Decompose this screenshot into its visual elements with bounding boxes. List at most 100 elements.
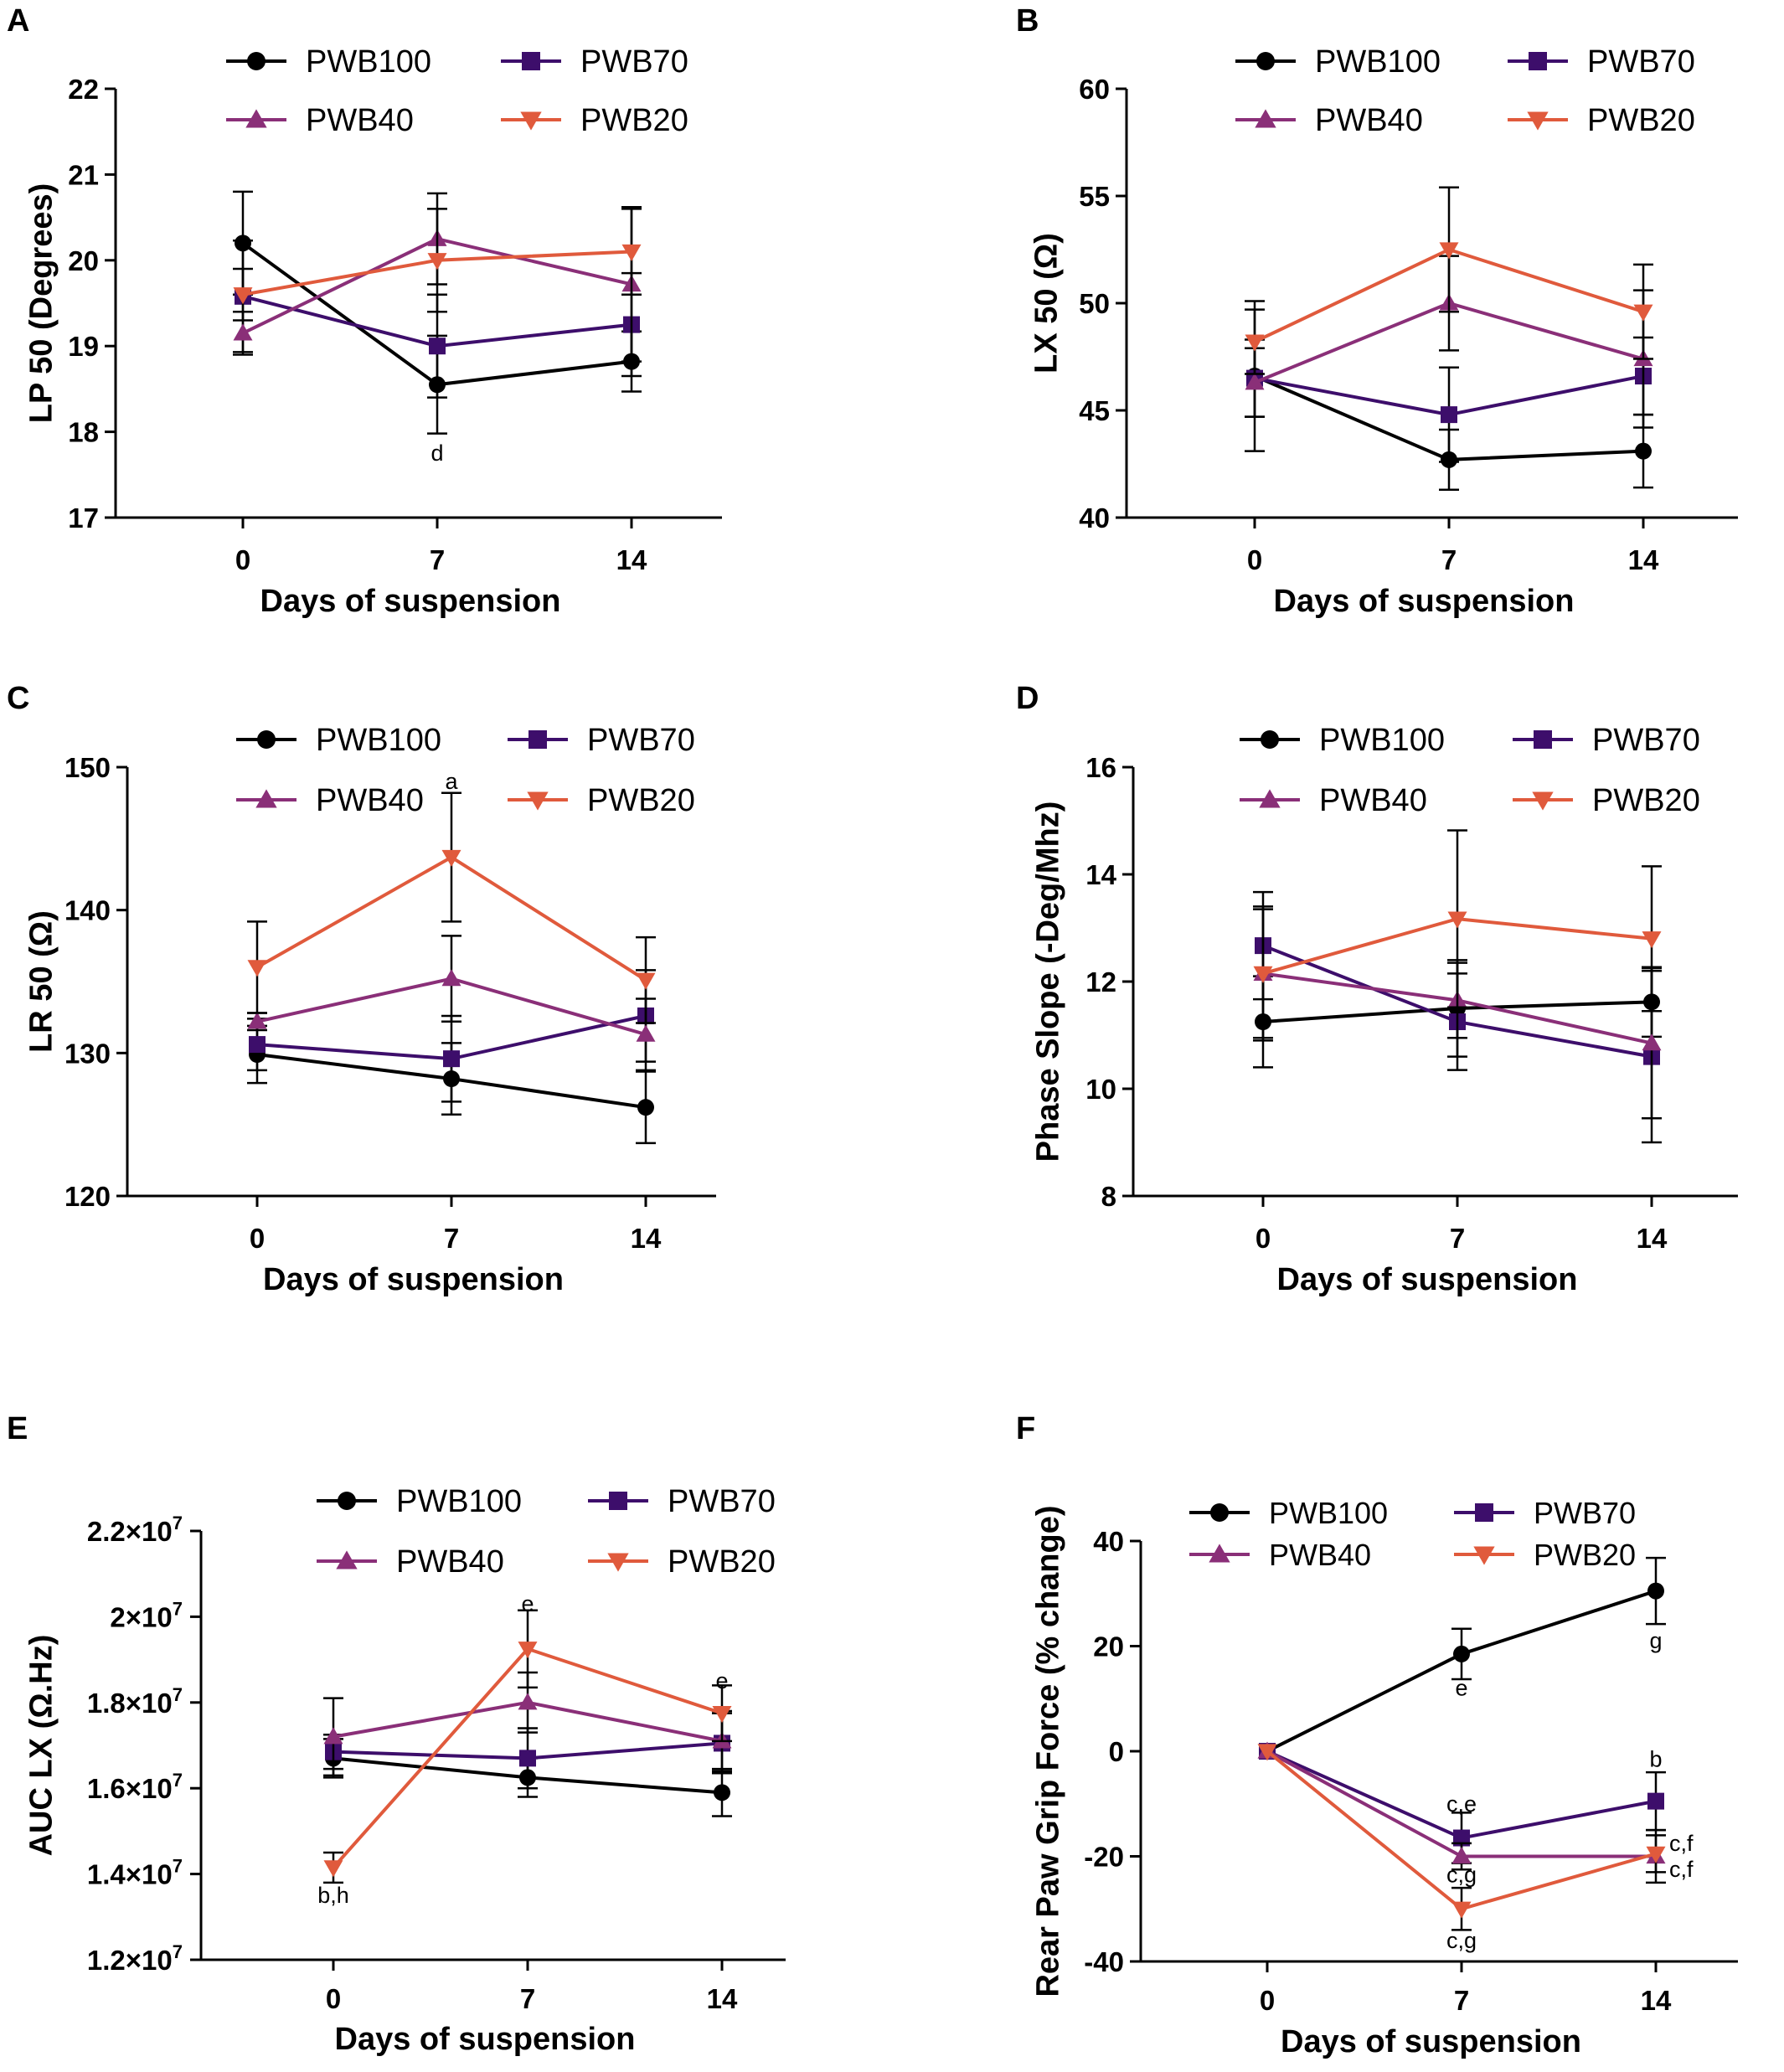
panel-label: A	[7, 3, 29, 39]
legend-marker	[1527, 111, 1549, 131]
legend-marker	[1256, 52, 1275, 70]
y-tick-label: 40	[1079, 503, 1110, 533]
legend: PWB100 PWB70 PWB40 PWB20	[226, 44, 688, 138]
y-tick-label: 140	[64, 895, 111, 926]
legend-marker	[1210, 1503, 1229, 1522]
series-pwb20	[233, 208, 642, 322]
legend-label: PWB20	[1592, 783, 1700, 818]
y-axis-title: Rear Paw Grip Force (% change)	[1030, 1505, 1065, 1997]
legend-marker	[609, 1492, 627, 1510]
y-tick-label: 10	[1085, 1074, 1116, 1105]
legend-label: PWB70	[668, 1484, 776, 1519]
legend-label: PWB100	[316, 723, 441, 758]
annotation: g	[1649, 1628, 1662, 1653]
y-tick-label: 40	[1093, 1526, 1124, 1557]
y-tick-label: 20	[1093, 1631, 1124, 1662]
data-point	[1647, 1792, 1664, 1810]
annotation: c,g	[1446, 1862, 1477, 1887]
data-point	[427, 253, 447, 271]
data-point	[233, 287, 253, 305]
legend-item-pwb100: PWB100	[1235, 44, 1441, 80]
x-tick-label: 14	[631, 1223, 662, 1254]
legend-marker	[522, 52, 540, 70]
legend-label: PWB20	[580, 103, 688, 138]
y-tick-label: 150	[64, 752, 111, 783]
legend-label: PWB40	[396, 1544, 504, 1580]
annotation: b,h	[317, 1883, 349, 1908]
legend-item-pwb100: PWB100	[1189, 1496, 1388, 1530]
legend: PWB100 PWB70 PWB40 PWB20	[1240, 723, 1700, 818]
data-point	[518, 1693, 538, 1710]
annotation: c,g	[1446, 1928, 1477, 1953]
x-tick-label: 7	[520, 1983, 535, 2014]
legend-item-pwb100: PWB100	[317, 1484, 522, 1519]
legend-marker	[1529, 52, 1547, 70]
legend-item-pwb20: PWB20	[1508, 103, 1695, 138]
y-axis-title: Phase Slope (-Deg/Mhz)	[1030, 801, 1065, 1162]
x-tick-label: 14	[616, 544, 647, 575]
legend-label: PWB40	[1315, 103, 1423, 138]
legend-marker	[338, 1492, 356, 1510]
legend-item-pwb70: PWB70	[588, 1484, 776, 1519]
panel-b: B 40 45 50 55 60 0 7 14 Days of suspension LX 50 (…	[1016, 3, 1738, 619]
panel-label: D	[1016, 681, 1039, 716]
legend-item-pwb100: PWB100	[236, 723, 441, 758]
data-point	[233, 323, 253, 341]
legend-label: PWB100	[1269, 1496, 1388, 1530]
legend-item-pwb70: PWB70	[1454, 1496, 1636, 1530]
data-point	[1253, 966, 1273, 983]
data-point	[247, 960, 267, 977]
panel-e: E 1.2×107 1.4×107 1.6×107 1.8×107 2×107 2.2×10…	[7, 1411, 786, 2057]
y-tick-label: 130	[64, 1038, 111, 1069]
annotation: e	[1455, 1676, 1467, 1701]
legend-label: PWB70	[587, 723, 695, 758]
legend-marker	[607, 1553, 629, 1572]
data-point	[1451, 1901, 1472, 1919]
legend-item-pwb20: PWB20	[588, 1544, 776, 1580]
y-tick-label: 55	[1079, 181, 1110, 212]
series-pwb100	[1259, 1556, 1666, 1760]
legend-marker	[1255, 109, 1276, 128]
x-tick-label: 0	[250, 1223, 265, 1254]
data-point	[518, 1642, 538, 1659]
legend: PWB100 PWB70 PWB40 PWB20	[236, 723, 695, 818]
legend-label: PWB100	[1315, 44, 1441, 80]
annotation: d	[431, 441, 443, 466]
y-tick-label: 1.8×107	[87, 1684, 183, 1719]
legend-item-pwb100: PWB100	[226, 44, 431, 80]
x-tick-label: 14	[707, 1983, 738, 2014]
legend-label: PWB20	[587, 783, 695, 818]
legend-item-pwb70: PWB70	[1508, 44, 1695, 80]
legend-label: PWB40	[306, 103, 414, 138]
data-point	[1441, 406, 1457, 424]
legend-label: PWB100	[1319, 723, 1445, 758]
legend-label: PWB40	[1269, 1538, 1371, 1572]
x-tick-label: 7	[1454, 1985, 1469, 2016]
data-point	[636, 972, 656, 990]
legend-item-pwb40: PWB40	[1240, 783, 1427, 818]
y-tick-label: 50	[1079, 288, 1110, 319]
data-point	[1642, 931, 1662, 949]
series-pwb20	[247, 791, 656, 1024]
legend-item-pwb70: PWB70	[501, 44, 688, 80]
x-tick-label: 0	[235, 544, 250, 575]
data-point	[441, 969, 461, 987]
data-point	[1257, 1744, 1277, 1761]
data-point	[1447, 911, 1467, 929]
y-tick-label: 21	[68, 159, 99, 190]
legend-marker	[1475, 1503, 1493, 1522]
y-tick-label: 1.2×107	[87, 1941, 183, 1976]
legend-marker	[1473, 1546, 1495, 1565]
y-tick-label: 120	[64, 1181, 111, 1212]
series-pwb20	[1253, 829, 1662, 1039]
data-point	[714, 1784, 730, 1801]
legend-item-pwb40: PWB40	[226, 103, 414, 138]
legend-label: PWB70	[1534, 1496, 1636, 1530]
legend-item-pwb40: PWB40	[236, 783, 424, 818]
legend: PWB100 PWB70 PWB40 PWB20	[1235, 44, 1695, 138]
data-point	[1647, 1582, 1664, 1600]
y-tick-label: 60	[1079, 74, 1110, 105]
data-point	[1642, 1033, 1662, 1051]
panel-f: F -40 -20 0 20 40 0 7 14 Days of suspension Rear P…	[1016, 1411, 1738, 2059]
